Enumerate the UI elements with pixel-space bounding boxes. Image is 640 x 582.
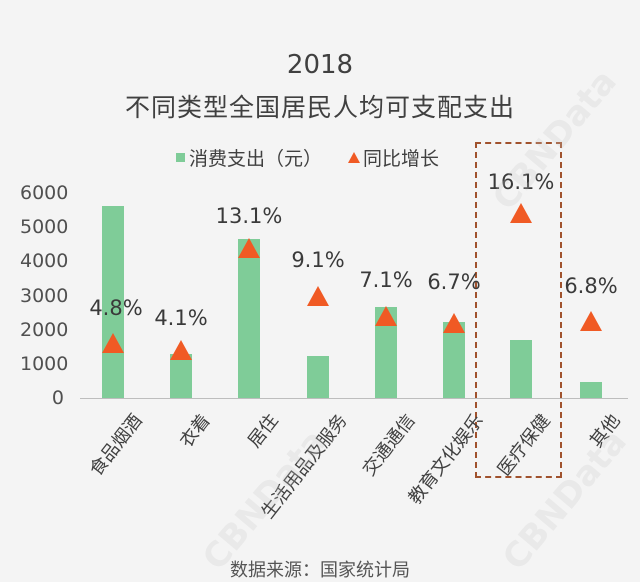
- y-tick-label: 1000: [20, 352, 69, 375]
- growth-label: 13.1%: [215, 204, 283, 228]
- growth-triangle-icon: [580, 311, 602, 331]
- growth-label: 4.8%: [89, 296, 143, 320]
- x-axis-line: [80, 398, 628, 399]
- y-tick-label: 4000: [20, 250, 69, 273]
- legend: 消费支出（元） 同比增长: [176, 144, 465, 171]
- growth-triangle-icon: [102, 333, 124, 353]
- growth-triangle-icon: [375, 306, 397, 326]
- growth-triangle-icon: [307, 286, 329, 306]
- x-tick-label: 居住: [243, 410, 283, 452]
- bar-6: [510, 340, 532, 398]
- y-tick-label: 0: [51, 387, 64, 409]
- legend-label: 消费支出（元）: [189, 148, 323, 170]
- x-tick-label: 交通通信: [358, 410, 420, 481]
- growth-triangle-icon: [238, 238, 260, 258]
- x-tick-label: 食品烟酒: [85, 410, 147, 481]
- bar-7: [580, 381, 602, 398]
- y-tick-label: 5000: [20, 216, 69, 239]
- growth-label: 4.1%: [154, 306, 208, 330]
- growth-triangle-icon: [443, 313, 465, 333]
- legend-item-growth: 同比增长: [348, 144, 439, 171]
- growth-label: 16.1%: [487, 170, 555, 194]
- growth-label: 7.1%: [359, 268, 413, 292]
- bar-1: [170, 353, 192, 398]
- bar-2: [238, 239, 260, 398]
- legend-square-icon: [176, 153, 185, 162]
- bar-4: [375, 306, 397, 398]
- growth-triangle-icon: [170, 340, 192, 360]
- y-tick-label: 3000: [20, 284, 69, 307]
- x-tick-label: 衣着: [175, 410, 215, 452]
- bar-3: [307, 356, 329, 398]
- y-tick-label: 6000: [20, 182, 69, 204]
- chart-title: 2018: [286, 50, 354, 80]
- legend-label: 同比增长: [363, 148, 440, 170]
- bar-5: [443, 321, 465, 398]
- growth-label: 6.8%: [564, 274, 618, 298]
- growth-label: 6.7%: [427, 270, 481, 294]
- growth-triangle-icon: [510, 203, 532, 223]
- y-tick-label: 2000: [20, 318, 69, 341]
- legend-item-spending: 消费支出（元）: [176, 144, 322, 171]
- highlight-box: [475, 142, 562, 478]
- growth-label: 9.1%: [291, 248, 345, 272]
- chart-subtitle: 不同类型全国居民人均可支配支出: [124, 93, 515, 122]
- legend-triangle-icon: [348, 152, 361, 163]
- source-note: 数据来源：国家统计局: [230, 560, 410, 581]
